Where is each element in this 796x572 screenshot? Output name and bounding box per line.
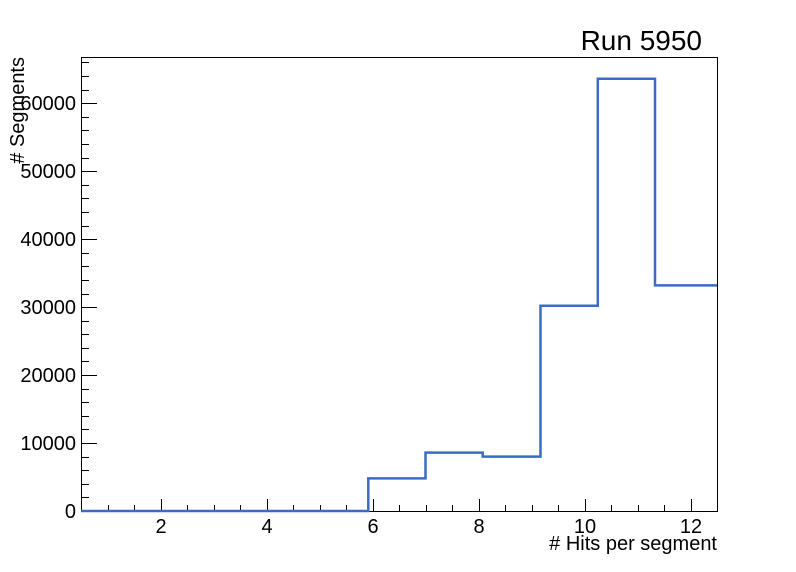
y-tick-label: 10000 <box>20 433 76 455</box>
x-tick-label: 2 <box>155 516 166 538</box>
plot-title: Run 5950 <box>580 25 702 56</box>
y-tick-label: 0 <box>65 501 76 523</box>
y-tick-label: 60000 <box>20 93 76 115</box>
x-tick-label: 6 <box>367 516 378 538</box>
y-tick-label: 50000 <box>20 161 76 183</box>
y-tick-label: 30000 <box>20 297 76 319</box>
y-axis-title: # Segments <box>7 57 29 164</box>
y-tick-label: 40000 <box>20 229 76 251</box>
x-tick-label: 10 <box>574 516 596 538</box>
x-tick-label: 12 <box>680 516 702 538</box>
histogram-line <box>81 77 717 513</box>
x-axis-title: # Hits per segment <box>549 533 717 555</box>
y-tick-label: 20000 <box>20 365 76 387</box>
x-tick-label: 4 <box>261 516 272 538</box>
plot-frame <box>81 57 718 512</box>
x-tick-label: 8 <box>473 516 484 538</box>
